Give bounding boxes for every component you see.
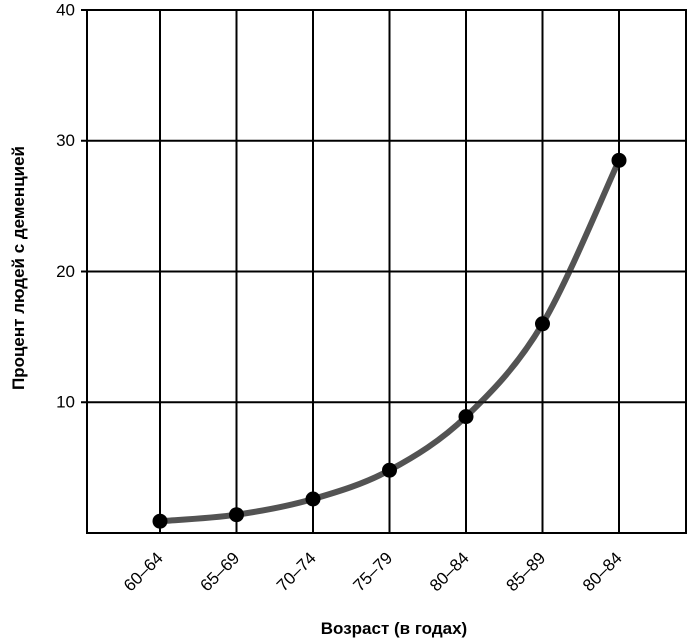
x-tick-label: 65–69 [196, 548, 243, 595]
axis-layer [86, 9, 687, 534]
series-layer [152, 152, 627, 529]
data-point [152, 513, 168, 529]
y-axis-title: Процент людей с деменцией [9, 146, 28, 390]
ticks-layer: 10 20 30 40 60–64 65–69 70–74 75–79 80–84 85–89 80… [56, 0, 626, 595]
y-tick-label: 30 [56, 131, 75, 150]
data-point [382, 462, 397, 478]
plot-frame [86, 9, 687, 534]
y-tick-label: 40 [56, 0, 75, 19]
x-tick-label: 70–74 [273, 548, 320, 595]
grid-layer [81, 9, 686, 533]
x-tick-label: 80–84 [579, 548, 626, 595]
y-tick-label: 20 [56, 262, 75, 281]
data-point [611, 152, 627, 168]
x-tick-label: 60–64 [120, 548, 167, 595]
y-tick-label: 10 [56, 393, 75, 412]
x-tick-label: 75–79 [349, 548, 396, 595]
x-tick-label: 80–84 [426, 548, 473, 595]
data-point [535, 316, 550, 332]
data-point [458, 409, 474, 425]
x-axis-title: Возраст (в годах) [321, 619, 467, 638]
x-tick-label: 85–89 [502, 548, 549, 595]
data-point [229, 507, 244, 523]
data-point [305, 491, 321, 507]
